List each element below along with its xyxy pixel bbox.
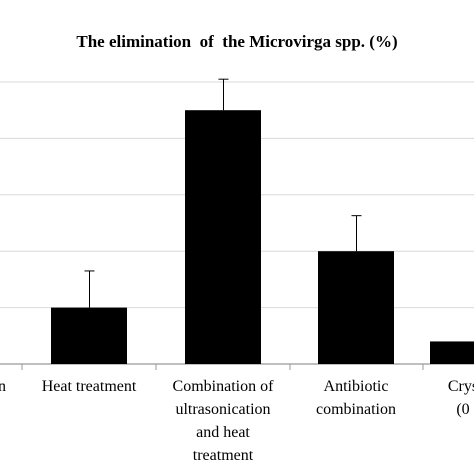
category-label: Crys (0 (448, 378, 474, 418)
category-label-line: Heat treatment (42, 378, 137, 395)
category-label-line: ultrasonication (175, 401, 270, 418)
chart-title: The elimination of the Microvirga spp. (… (76, 32, 397, 51)
axes (0, 363, 474, 370)
category-label: on (0, 378, 6, 395)
category-label-line: Crys (448, 378, 474, 395)
bar (51, 307, 127, 364)
category-label: Antibiotic combination (316, 378, 396, 418)
category-label-line: combination (316, 401, 396, 418)
category-label-line: Combination of (173, 378, 275, 395)
category-labels: on Heat treatment Combination of ultrasonic… (0, 378, 474, 464)
category-label: Combination of ultrasonication and heat tre… (173, 378, 275, 464)
category-label-line: Antibiotic (324, 378, 389, 395)
bar (430, 341, 474, 364)
bars (51, 110, 474, 364)
bar (185, 110, 261, 364)
category-label-line: (0 (456, 401, 469, 418)
category-label-line: and heat (196, 424, 250, 441)
bar (318, 251, 394, 364)
category-label: Heat treatment (42, 378, 137, 395)
category-label-line: on (0, 378, 6, 395)
error-bars (84, 78, 362, 308)
category-label-line: treatment (193, 447, 254, 464)
